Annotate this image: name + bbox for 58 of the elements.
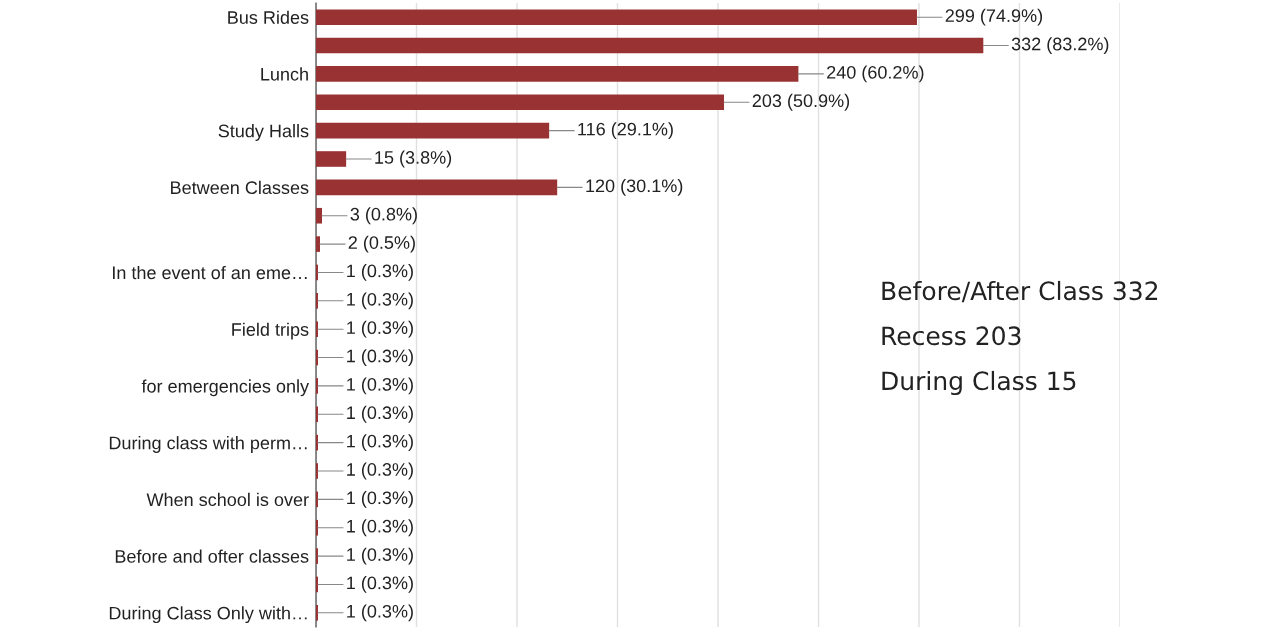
bar: [316, 37, 984, 54]
annotation: Recess 203: [882, 326, 1021, 346]
data-label: 1 (0.3%): [347, 576, 413, 593]
bar: [316, 548, 319, 564]
y-tick-label: In the event of an eme…: [113, 265, 307, 280]
data-label: 1 (0.3%): [347, 434, 413, 452]
data-label: 1 (0.3%): [347, 349, 413, 366]
y-tick-label: Field trips: [232, 322, 309, 340]
data-label: 332 (83.2%): [1011, 37, 1109, 54]
bar: [316, 9, 917, 25]
bar: [316, 122, 550, 139]
annotation: Before/After Class 332: [882, 280, 1158, 303]
bar: [316, 207, 323, 224]
y-tick-label: During class with perm…: [109, 436, 307, 453]
bar: [316, 236, 321, 252]
y-tick-label: Bus Rides: [228, 10, 309, 24]
data-label: 1 (0.3%): [347, 547, 413, 565]
data-label: 1 (0.3%): [347, 405, 413, 423]
bar: [316, 406, 319, 423]
data-label: 116 (29.1%): [578, 122, 673, 140]
bar: [316, 94, 725, 111]
data-label: 3 (0.8%): [350, 207, 417, 225]
annotation: During Class 15: [882, 370, 1076, 396]
bar: [316, 605, 319, 621]
bar: [316, 378, 319, 394]
y-tick-label: Lunch: [261, 67, 308, 81]
bar: [316, 151, 347, 167]
data-label: 1 (0.3%): [347, 292, 413, 310]
data-label: 1 (0.3%): [347, 264, 413, 281]
bar: [316, 519, 319, 536]
data-label: 203 (50.9%): [752, 93, 850, 111]
data-label: 1 (0.3%): [347, 604, 413, 622]
bar: [316, 349, 319, 366]
data-label: 1 (0.3%): [347, 490, 413, 508]
data-label: 2 (0.5%): [348, 235, 415, 253]
bar: [316, 264, 319, 281]
data-label: 120 (30.1%): [586, 178, 683, 196]
bar: [316, 321, 319, 337]
bar: [316, 463, 319, 479]
data-label: 1 (0.3%): [347, 377, 413, 395]
data-label: 15 (3.8%): [375, 150, 452, 168]
data-label: 1 (0.3%): [347, 462, 413, 480]
data-label: 299 (74.9%): [945, 8, 1043, 26]
y-tick-label: Study Halls: [218, 124, 309, 141]
y-tick-label: When school is over: [146, 492, 309, 507]
bar: [316, 434, 319, 451]
y-tick-label: During Class Only with…: [109, 606, 307, 624]
y-tick-label: Before and ofter classes: [115, 549, 309, 563]
data-label: 1 (0.3%): [347, 320, 413, 338]
bar: [316, 179, 558, 196]
y-tick-label: for emergencies only: [141, 379, 310, 397]
bar: [316, 576, 319, 593]
bar: [316, 293, 319, 309]
data-label: 1 (0.3%): [347, 519, 413, 537]
bar: [316, 491, 319, 508]
y-tick-label: Between Classes: [171, 180, 309, 195]
data-label: 240 (60.2%): [827, 65, 924, 83]
bar: [316, 66, 799, 82]
